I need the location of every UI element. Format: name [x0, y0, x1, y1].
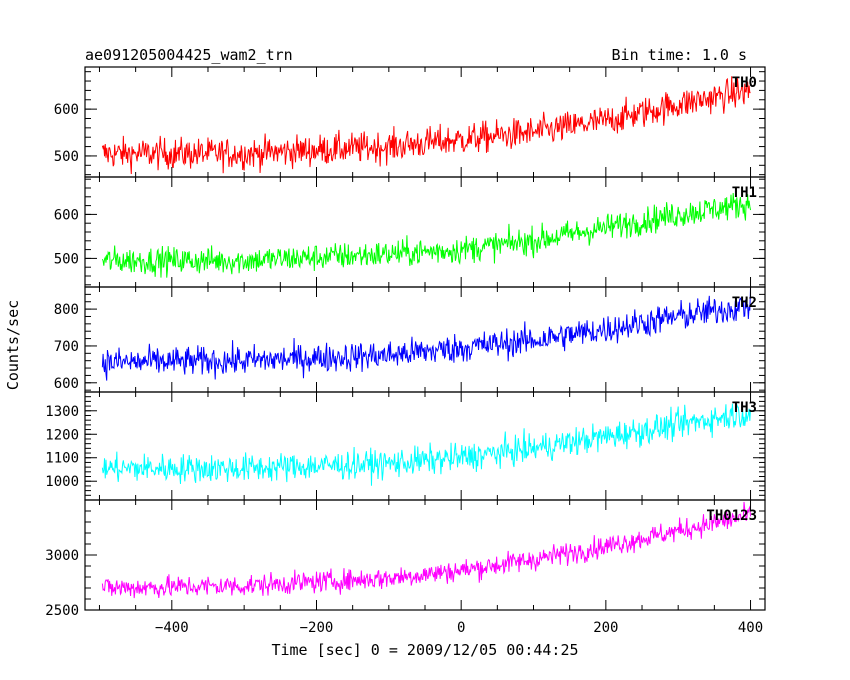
x-tick-label: −200 — [300, 620, 334, 636]
y-tick-label: 1200 — [45, 427, 79, 443]
y-tick-label: 800 — [54, 302, 79, 318]
series-line-th0 — [101, 76, 751, 175]
y-tick-label: 600 — [54, 102, 79, 118]
panel-th1: 500 600 TH1 — [54, 176, 766, 288]
panel-frame — [84, 176, 766, 288]
panel-th0: 500 600 TH0 — [54, 66, 766, 178]
panel-frame — [84, 286, 766, 393]
panel-th0123: 2500 3000 TH0123 — [45, 499, 766, 619]
series-line-th2 — [101, 287, 752, 381]
series-label-th0: TH0 — [732, 75, 757, 91]
x-tick-label: 0 — [457, 620, 465, 636]
series-label-th3: TH3 — [732, 400, 757, 416]
y-tick-label: 500 — [54, 251, 79, 267]
x-tick-label: 200 — [593, 620, 618, 636]
series-label-th2: TH2 — [732, 295, 757, 311]
panel-frame — [84, 66, 766, 178]
panel-frame — [84, 391, 766, 501]
series-line-th3 — [101, 403, 752, 486]
chart-title: ae091205004425_wam2_trn — [85, 46, 293, 64]
x-tick-label: 400 — [738, 620, 763, 636]
y-tick-label: 600 — [54, 207, 79, 223]
y-tick-label: 2500 — [45, 603, 79, 619]
bin-time-label: Bin time: 1.0 s — [612, 46, 747, 64]
y-tick-label: 3000 — [45, 548, 79, 564]
y-axis-title: Counts/sec — [4, 300, 22, 390]
y-tick-label: 500 — [54, 149, 79, 165]
y-tick-label: 1300 — [45, 404, 79, 420]
y-tick-label: 700 — [54, 339, 79, 355]
y-tick-label: 1000 — [45, 474, 79, 490]
series-label-th1: TH1 — [732, 185, 757, 201]
y-tick-label: 1100 — [45, 451, 79, 467]
panels-group: 500 600 TH0 500 600 TH1 600 700 800 TH2 1000 1100 12… — [45, 66, 766, 636]
y-tick-label: 600 — [54, 376, 79, 392]
x-tick-label: −400 — [155, 620, 189, 636]
series-line-th1 — [101, 193, 752, 278]
panel-th2: 600 700 800 TH2 — [54, 286, 766, 393]
series-label-th0123: TH0123 — [706, 508, 757, 524]
series-line-th0123 — [101, 501, 752, 599]
x-axis-title: Time [sec] 0 = 2009/12/05 00:44:25 — [271, 641, 578, 659]
panel-th3: 1000 1100 1200 1300 TH3 — [45, 391, 766, 501]
